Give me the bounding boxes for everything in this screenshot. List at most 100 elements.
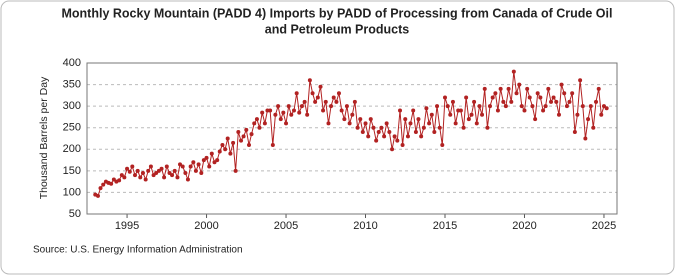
data-point (252, 121, 257, 126)
data-point (199, 171, 204, 176)
data-point (193, 168, 198, 173)
data-point (212, 160, 217, 165)
y-tick-label: 200 (63, 143, 81, 155)
data-point (429, 112, 434, 117)
data-point (474, 121, 479, 126)
data-point (270, 142, 275, 147)
data-point (363, 121, 368, 126)
data-point (156, 168, 161, 173)
data-point (495, 108, 500, 113)
data-point (185, 177, 190, 182)
data-point (562, 91, 567, 96)
data-point (506, 86, 511, 91)
data-point (260, 110, 265, 115)
data-point (331, 95, 336, 100)
y-tick-label: 350 (63, 78, 81, 90)
data-point (543, 104, 548, 109)
chart-title: Monthly Rocky Mountain (PADD 4) Imports … (62, 6, 613, 20)
data-point (342, 117, 347, 122)
data-point (297, 110, 302, 115)
data-point (246, 142, 251, 147)
data-point (493, 91, 498, 96)
data-point (413, 130, 418, 135)
data-point (133, 173, 138, 178)
data-point (371, 125, 376, 130)
data-point (220, 142, 225, 147)
data-point (387, 130, 392, 135)
data-point (239, 138, 244, 143)
data-point (329, 104, 334, 109)
data-point (525, 86, 530, 91)
data-point (511, 69, 516, 74)
data-point (472, 99, 477, 104)
data-point (323, 99, 328, 104)
data-point (442, 95, 447, 100)
data-point (159, 166, 164, 171)
data-point (130, 164, 135, 169)
data-point (336, 91, 341, 96)
data-point (117, 178, 122, 183)
data-point (379, 125, 384, 130)
data-point (276, 104, 281, 109)
x-tick-label: 1995 (115, 220, 139, 232)
data-point (432, 130, 437, 135)
data-point (286, 104, 291, 109)
data-point (400, 142, 405, 147)
y-tick-label: 50 (69, 208, 81, 220)
data-point (98, 186, 103, 191)
data-point (535, 91, 540, 96)
data-point (554, 99, 559, 104)
data-point (384, 121, 389, 126)
data-point (477, 104, 482, 109)
data-point (578, 78, 583, 83)
data-point (374, 138, 379, 143)
data-point (419, 134, 424, 139)
data-point (398, 108, 403, 113)
data-point (233, 168, 238, 173)
data-point (191, 160, 196, 165)
data-point (586, 117, 591, 122)
data-point (530, 104, 535, 109)
data-point (551, 95, 556, 100)
data-point (594, 99, 599, 104)
data-point (564, 104, 569, 109)
data-point (177, 162, 182, 167)
data-point (355, 125, 360, 130)
data-point (109, 181, 114, 186)
data-point (546, 86, 551, 91)
data-point (281, 110, 286, 115)
data-point (135, 168, 140, 173)
data-point (358, 117, 363, 122)
data-point (458, 108, 463, 113)
data-point (416, 117, 421, 122)
y-tick-label: 150 (63, 165, 81, 177)
chart-title: and Petroleum Products (265, 22, 410, 36)
data-point (273, 112, 278, 117)
data-point (360, 130, 365, 135)
y-tick-label: 300 (63, 100, 81, 112)
data-point (366, 134, 371, 139)
data-point (162, 175, 167, 180)
data-point (262, 121, 267, 126)
data-point (154, 171, 159, 176)
data-point (368, 117, 373, 122)
data-point (180, 164, 185, 169)
x-tick-label: 2010 (353, 220, 377, 232)
data-point (339, 108, 344, 113)
data-point (228, 151, 233, 156)
data-point (225, 136, 230, 141)
data-point (588, 104, 593, 109)
data-point (278, 117, 283, 122)
data-point (522, 108, 527, 113)
data-point (519, 104, 524, 109)
data-point (127, 169, 132, 174)
data-point (217, 149, 222, 154)
data-point (450, 99, 455, 104)
plot-area (86, 62, 618, 215)
data-point (567, 99, 572, 104)
data-point (321, 108, 326, 113)
data-point (440, 142, 445, 147)
data-point (307, 78, 312, 83)
data-point (390, 147, 395, 152)
